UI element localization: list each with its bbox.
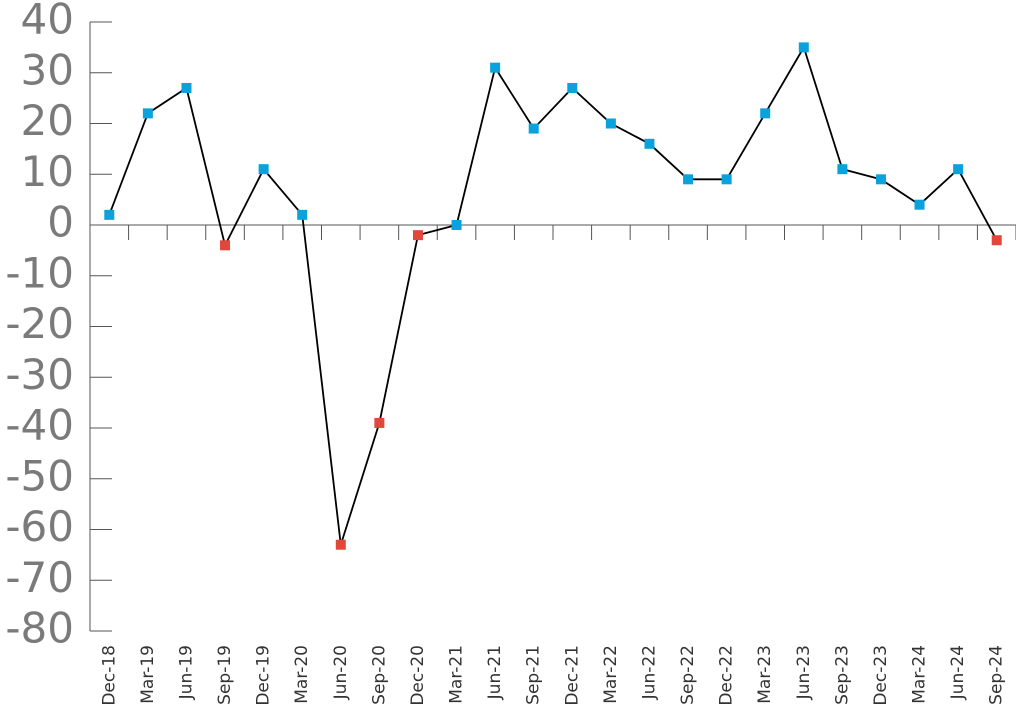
x-tick-label: Jun-24	[948, 645, 968, 700]
x-tick-label: Mar-21	[447, 645, 467, 704]
marker	[528, 123, 539, 134]
y-tick-label: -40	[5, 401, 74, 450]
x-tick-label: Dec-21	[562, 645, 582, 706]
marker	[181, 82, 192, 93]
marker	[875, 174, 886, 185]
marker	[451, 220, 462, 230]
y-tick-label: -60	[5, 502, 74, 551]
x-tick-label: Dec-19	[254, 645, 274, 706]
y-tick-label: 30	[21, 45, 74, 94]
x-tick-label: Jun-21	[485, 645, 505, 700]
x-tick-label: Jun-23	[794, 645, 814, 700]
marker	[104, 209, 115, 220]
marker	[220, 240, 231, 251]
x-tick-label: Sep-20	[369, 645, 389, 705]
x-tick-label: Mar-22	[601, 645, 621, 704]
x-tick-label: Sep-24	[987, 645, 1007, 705]
marker	[953, 164, 964, 175]
x-tick-label: Mar-24	[910, 645, 930, 704]
marker	[297, 209, 308, 220]
x-tick-label: Sep-19	[215, 645, 235, 705]
y-tick-label: -30	[5, 350, 74, 399]
marker	[798, 42, 809, 53]
marker	[335, 539, 346, 550]
marker	[991, 235, 1002, 246]
x-tick-label: Jun-19	[176, 645, 196, 700]
y-tick-label: 0	[47, 198, 74, 247]
marker	[721, 174, 732, 185]
marker	[490, 62, 501, 73]
marker	[683, 174, 694, 185]
series-line	[108, 45, 998, 545]
marker	[644, 138, 655, 149]
x-tick-label: Jun-22	[639, 645, 659, 700]
x-tick-label: Sep-23	[832, 645, 852, 705]
x-tick-label: Mar-19	[138, 645, 158, 704]
x-tick-label: Dec-18	[99, 645, 119, 706]
marker	[412, 230, 423, 241]
marker	[914, 199, 925, 210]
marker	[258, 164, 269, 175]
x-tick-label: Dec-23	[871, 645, 891, 706]
y-tick-label: 40	[21, 0, 74, 44]
y-tick-label: 10	[21, 147, 74, 196]
y-tick-label: -10	[5, 248, 74, 297]
x-tick-label: Sep-22	[678, 645, 698, 705]
marker	[760, 108, 771, 119]
marker	[567, 82, 578, 93]
y-tick-label: -80	[5, 604, 74, 653]
x-tick-label: Jun-20	[331, 645, 351, 700]
marker	[142, 108, 153, 119]
marker	[837, 164, 848, 175]
x-tick-label: Dec-20	[408, 645, 428, 706]
x-tick-label: Sep-21	[524, 645, 544, 705]
y-tick-label: -20	[5, 299, 74, 348]
marker	[374, 417, 385, 428]
x-tick-label: Mar-23	[755, 645, 775, 704]
y-tick-label: 20	[21, 96, 74, 145]
marker	[605, 118, 616, 129]
x-tick-label: Dec-22	[717, 645, 737, 706]
x-tick-label: Mar-20	[292, 645, 312, 704]
y-tick-label: -70	[5, 553, 74, 602]
y-tick-label: -50	[5, 451, 74, 500]
